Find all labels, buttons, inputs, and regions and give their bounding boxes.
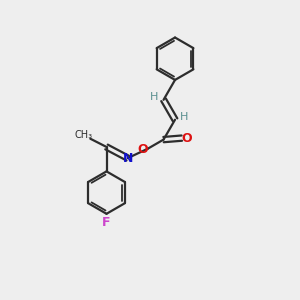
Text: N: N bbox=[122, 152, 133, 165]
Text: F: F bbox=[102, 215, 111, 229]
Text: H: H bbox=[180, 112, 189, 122]
Text: O: O bbox=[137, 143, 148, 156]
Text: O: O bbox=[182, 132, 192, 145]
Text: H: H bbox=[150, 92, 158, 103]
Text: CH₃: CH₃ bbox=[75, 130, 93, 140]
